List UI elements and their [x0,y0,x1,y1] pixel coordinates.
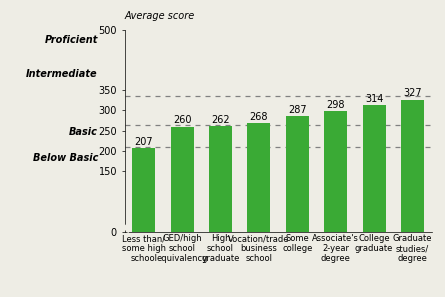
Text: 268: 268 [250,112,268,122]
Bar [171,127,194,232]
Text: 260: 260 [173,116,191,125]
Text: Intermediate: Intermediate [26,69,98,79]
Bar [363,105,385,232]
Text: Basic: Basic [69,127,98,137]
Bar [324,111,347,232]
Text: Proficient: Proficient [44,35,98,45]
Text: 298: 298 [327,100,345,110]
Text: 287: 287 [288,105,307,115]
Text: 327: 327 [403,89,422,98]
Bar [209,126,232,232]
Bar [401,99,424,232]
Text: 262: 262 [211,115,230,125]
Bar [132,148,155,232]
Bar [286,116,309,232]
Text: Below Basic: Below Basic [32,153,98,163]
Text: 314: 314 [365,94,383,104]
Text: 207: 207 [134,137,153,147]
Bar [247,124,271,232]
Text: Average score: Average score [125,11,195,21]
